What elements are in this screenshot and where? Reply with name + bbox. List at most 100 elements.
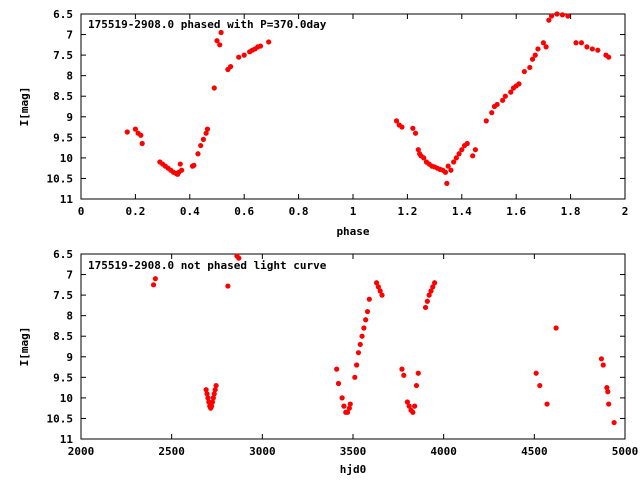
y-tick-label: 6.5 [53, 8, 73, 21]
data-point [540, 40, 547, 46]
data-point [124, 129, 130, 135]
y-tick-label: 8.5 [53, 330, 73, 343]
x-tick-label: 0 [78, 205, 85, 218]
data-point [532, 52, 538, 58]
data-point [363, 317, 369, 323]
unphased-light-curve-panel: 2000 2500 3000 3500 4000 4500 5000 6.5 7 7.5 8 8.5 9… [18, 248, 638, 476]
x-tick-label: 1.6 [506, 205, 526, 218]
data-point [139, 140, 145, 147]
data-point [533, 370, 539, 376]
data-point [573, 40, 579, 46]
data-point [535, 46, 541, 52]
y-tick-label: 6.5 [53, 248, 73, 261]
data-point [213, 382, 219, 389]
y-tick-label: 10 [60, 392, 73, 405]
data-point [347, 401, 353, 407]
data-point [589, 46, 595, 52]
data-point [203, 387, 209, 393]
x-tick-label: 0.2 [125, 205, 145, 218]
data-point [361, 325, 367, 331]
data-point [553, 325, 559, 331]
data-point [214, 38, 220, 44]
data-point [209, 399, 216, 405]
data-point [578, 40, 585, 46]
x-tick-label: 2500 [158, 445, 185, 458]
x-tick-label: 1.2 [397, 205, 417, 218]
data-point [412, 403, 418, 409]
y-tick-label: 10.5 [47, 172, 74, 185]
y-tick-label: 10 [60, 152, 73, 165]
y-tick-label: 7.5 [53, 49, 73, 62]
data-point [401, 372, 407, 378]
data-point [424, 298, 430, 304]
data-point [451, 159, 457, 165]
data-point [413, 382, 420, 389]
data-point [508, 89, 514, 95]
data-point [432, 280, 438, 286]
data-point [412, 130, 419, 136]
data-point [179, 167, 185, 173]
data-point [257, 43, 264, 49]
data-point [375, 284, 381, 290]
data-point [150, 282, 157, 288]
data-point [205, 395, 211, 401]
data-point [334, 366, 340, 372]
data-point [502, 93, 508, 99]
data-point [206, 399, 212, 405]
x-axis-label: hjd0 [340, 463, 367, 476]
data-point [228, 64, 234, 70]
x-tick-label: 3500 [340, 445, 367, 458]
data-point [444, 180, 450, 186]
data-point [548, 13, 555, 19]
data-point [598, 356, 605, 362]
y-tick-label: 8.5 [53, 90, 73, 103]
data-point [236, 255, 242, 261]
y-tick-label: 11 [60, 433, 74, 446]
data-point [529, 56, 536, 62]
data-point [204, 126, 211, 132]
data-point [399, 124, 405, 130]
data-point [357, 341, 363, 348]
data-point [428, 288, 434, 294]
data-point [448, 167, 454, 173]
data-point [422, 304, 429, 311]
data-point [379, 292, 385, 298]
data-point [516, 81, 522, 87]
data-point [212, 387, 218, 393]
data-point [546, 17, 552, 23]
data-point [415, 147, 421, 153]
data-point [415, 370, 421, 376]
data-point [241, 52, 247, 58]
data-point [218, 29, 224, 36]
x-tick-label: 5000 [612, 445, 639, 458]
data-point [210, 395, 216, 401]
x-tick-label: 4000 [430, 445, 457, 458]
y-tick-label: 8 [66, 310, 73, 323]
data-point [198, 142, 204, 149]
x-tick-label: 0.8 [289, 205, 309, 218]
data-point [445, 163, 451, 169]
y-tick-label: 9.5 [53, 371, 73, 384]
y-tick-label: 7.5 [53, 289, 73, 302]
x-tick-label: 4500 [521, 445, 548, 458]
data-point [410, 409, 416, 415]
chart-title: 175519-2908.0 phased with P=370.0day [88, 18, 327, 31]
data-point [236, 54, 242, 60]
data-point [459, 147, 465, 153]
data-point [152, 276, 158, 282]
data-point [430, 284, 436, 290]
data-point [442, 169, 449, 175]
data-point [527, 64, 533, 71]
data-point [200, 136, 206, 142]
data-point [211, 85, 217, 91]
data-point [489, 110, 495, 116]
data-point [377, 288, 383, 294]
data-point [132, 126, 138, 132]
data-point [464, 140, 470, 147]
y-tick-label: 9 [66, 111, 73, 124]
data-point [565, 13, 571, 19]
data-point [225, 283, 231, 289]
y-axis-label: I[mag] [18, 87, 31, 127]
plot-frame [80, 253, 626, 440]
